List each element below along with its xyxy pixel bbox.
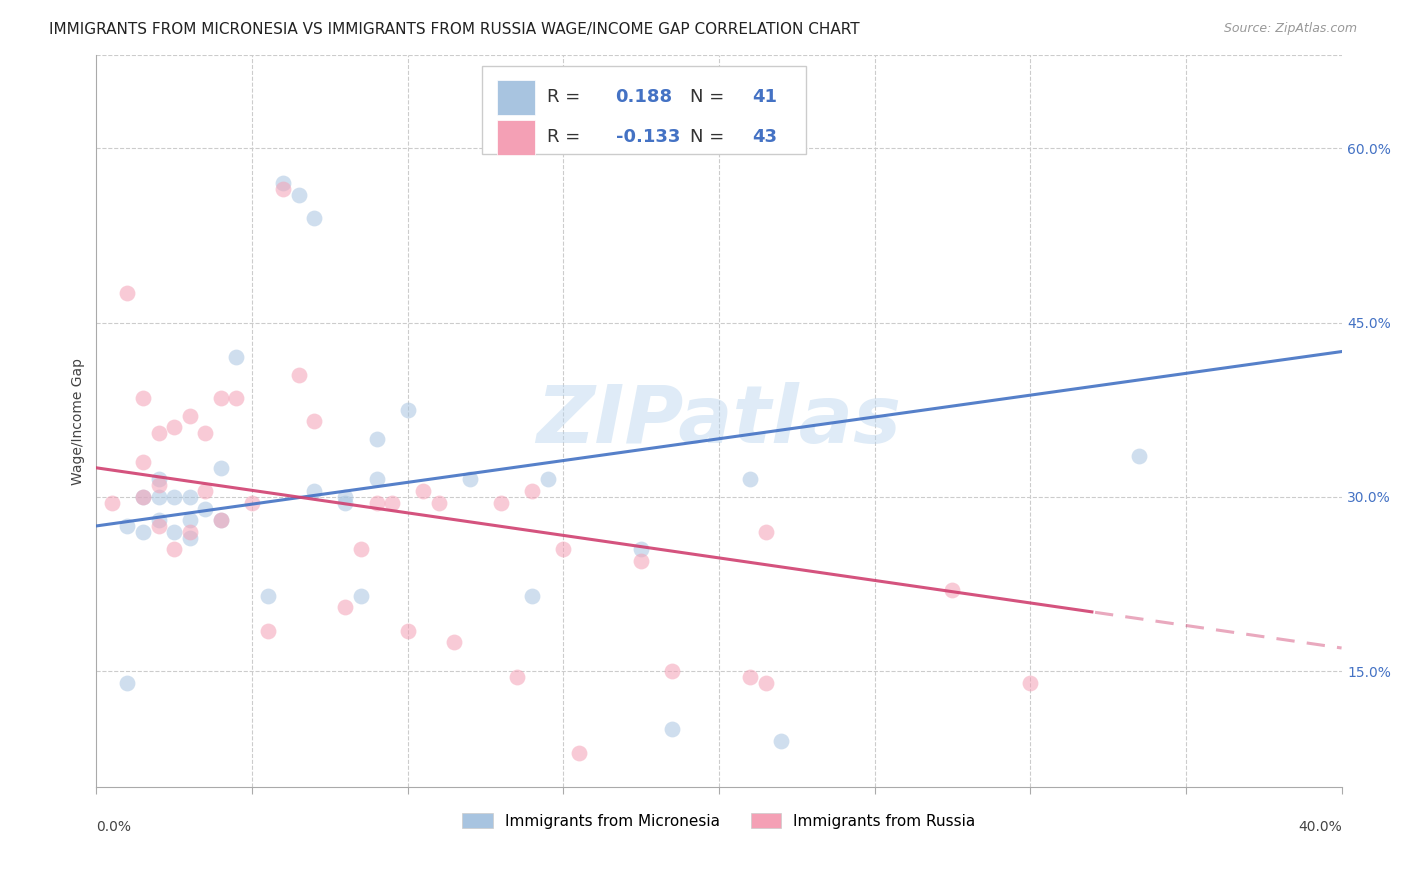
Point <box>1019 676 1042 690</box>
Point <box>366 496 388 510</box>
Point <box>132 490 155 504</box>
Point <box>366 432 388 446</box>
Point <box>194 484 217 499</box>
Point <box>755 676 778 690</box>
Point <box>271 176 294 190</box>
Point <box>132 391 155 405</box>
Point <box>738 472 761 486</box>
Point <box>209 391 232 405</box>
Point <box>537 472 560 486</box>
Text: ZIPatlas: ZIPatlas <box>537 383 901 460</box>
Point <box>522 484 544 499</box>
Point <box>117 519 139 533</box>
Point <box>225 391 247 405</box>
Point <box>179 524 201 539</box>
Text: R =: R = <box>547 128 586 146</box>
Point <box>304 211 326 225</box>
Point <box>335 490 357 504</box>
Point <box>568 746 591 760</box>
Point <box>148 519 170 533</box>
Text: 40.0%: 40.0% <box>1298 821 1341 834</box>
Point <box>770 734 793 748</box>
Text: N =: N = <box>690 88 730 106</box>
Point <box>209 513 232 527</box>
Point <box>396 402 419 417</box>
Point <box>117 286 139 301</box>
Point <box>630 542 652 557</box>
Text: Source: ZipAtlas.com: Source: ZipAtlas.com <box>1223 22 1357 36</box>
Point <box>412 484 434 499</box>
Point <box>209 513 232 527</box>
Point <box>304 484 326 499</box>
Point <box>225 351 247 365</box>
Point <box>941 582 963 597</box>
Point <box>1128 449 1150 463</box>
Point <box>163 542 186 557</box>
FancyBboxPatch shape <box>482 66 806 154</box>
Point <box>522 589 544 603</box>
Point <box>194 501 217 516</box>
Point <box>148 425 170 440</box>
Point <box>350 542 373 557</box>
Point <box>148 472 170 486</box>
Point <box>427 496 450 510</box>
Point <box>132 455 155 469</box>
Point <box>458 472 481 486</box>
Point <box>271 182 294 196</box>
Point <box>132 490 155 504</box>
Text: -0.133: -0.133 <box>616 128 681 146</box>
Y-axis label: Wage/Income Gap: Wage/Income Gap <box>72 358 86 485</box>
Point <box>366 472 388 486</box>
Point <box>489 496 512 510</box>
Point <box>287 187 309 202</box>
Text: 43: 43 <box>752 128 778 146</box>
Text: R =: R = <box>547 88 586 106</box>
Point <box>179 409 201 423</box>
Text: IMMIGRANTS FROM MICRONESIA VS IMMIGRANTS FROM RUSSIA WAGE/INCOME GAP CORRELATION: IMMIGRANTS FROM MICRONESIA VS IMMIGRANTS… <box>49 22 860 37</box>
Point <box>553 542 575 557</box>
Point <box>304 414 326 428</box>
Point <box>101 496 124 510</box>
Point <box>179 490 201 504</box>
Point <box>132 524 155 539</box>
Point <box>148 478 170 492</box>
Point <box>661 723 683 737</box>
Point <box>256 589 278 603</box>
Point <box>335 600 357 615</box>
Text: N =: N = <box>690 128 730 146</box>
FancyBboxPatch shape <box>498 120 534 155</box>
Point <box>755 524 778 539</box>
Point <box>163 490 186 504</box>
Point <box>256 624 278 638</box>
Point <box>240 496 263 510</box>
Point <box>381 496 404 510</box>
Point <box>148 490 170 504</box>
Point <box>738 670 761 684</box>
Point <box>209 460 232 475</box>
FancyBboxPatch shape <box>498 80 534 115</box>
Point <box>287 368 309 382</box>
Point <box>443 635 465 649</box>
Point <box>194 425 217 440</box>
Point <box>335 496 357 510</box>
Point <box>179 513 201 527</box>
Text: 41: 41 <box>752 88 778 106</box>
Point <box>350 589 373 603</box>
Point <box>179 531 201 545</box>
Point <box>630 554 652 568</box>
Point <box>396 624 419 638</box>
Text: 0.188: 0.188 <box>616 88 672 106</box>
Point <box>117 676 139 690</box>
Point <box>163 524 186 539</box>
Point <box>163 420 186 434</box>
Legend: Immigrants from Micronesia, Immigrants from Russia: Immigrants from Micronesia, Immigrants f… <box>456 806 981 835</box>
Point <box>148 513 170 527</box>
Point <box>661 665 683 679</box>
Point <box>505 670 527 684</box>
Text: 0.0%: 0.0% <box>97 821 131 834</box>
